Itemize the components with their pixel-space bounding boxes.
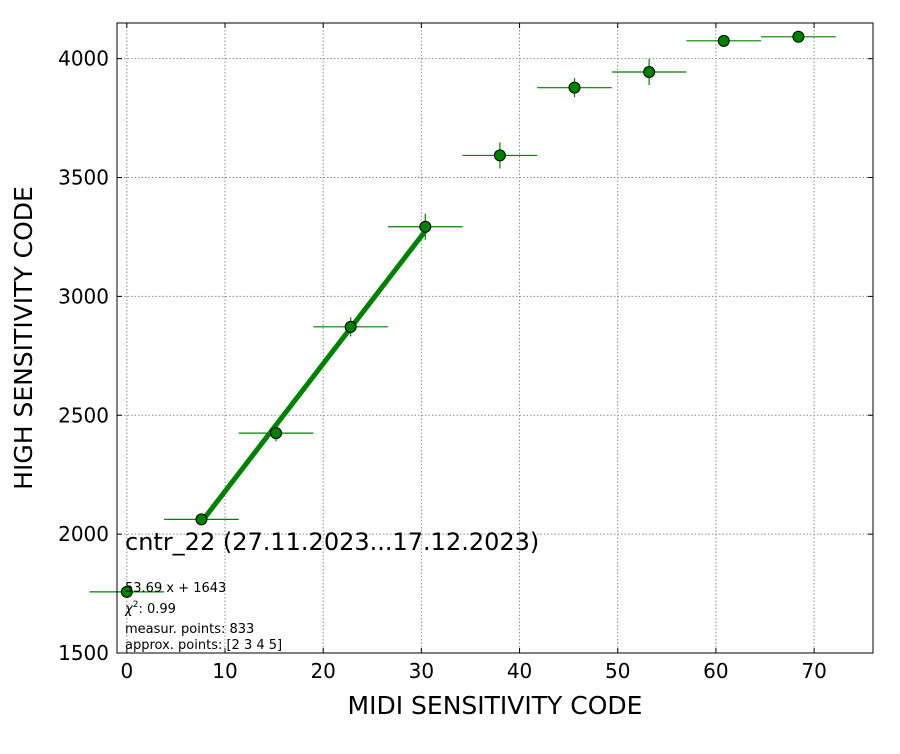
x-axis-label: MIDI SENSITIVITY CODE [348, 691, 643, 720]
data-point-group [761, 30, 836, 43]
data-point-group [686, 34, 762, 47]
data-point [344, 320, 357, 333]
y-tick-label: 2000 [58, 522, 109, 546]
data-point [419, 220, 432, 233]
data-point-group [462, 142, 538, 169]
y-axis-label: HIGH SENSITIVITY CODE [9, 186, 38, 490]
data-point-group [89, 585, 165, 598]
x-tick-label: 40 [507, 659, 532, 683]
x-tick-label: 30 [409, 659, 434, 683]
x-tick-label: 0 [120, 659, 133, 683]
fit-line-group [199, 229, 428, 524]
data-point-group [313, 317, 388, 337]
y-tick-label: 4000 [58, 47, 109, 71]
annotation-chi2-value: : 0.99 [138, 602, 175, 617]
data-point [568, 81, 581, 94]
y-tick-label: 2500 [58, 403, 109, 427]
data-point [195, 513, 208, 526]
x-tick-label: 70 [801, 659, 826, 683]
x-tick-label: 50 [605, 659, 630, 683]
data-point-group [387, 213, 463, 240]
data-point-group [164, 513, 239, 526]
data-point [493, 149, 506, 162]
plot-frame [116, 22, 874, 654]
ticks: 0 10 20 30 40 50 60 70 1500 2000 2500 3000 3500 4000 [58, 23, 873, 683]
data-point-group [611, 58, 687, 86]
annotation-main: cntr_22 (27.11.2023...17.12.2023) [125, 528, 539, 556]
x-tick-label: 60 [703, 659, 728, 683]
x-tick-label: 20 [310, 659, 335, 683]
data-point [120, 585, 133, 598]
annotation-approx: approx. points: [2 3 4 5] [125, 638, 282, 653]
annotation-chi2: χ2: 0.99 [124, 600, 176, 617]
data-point-group [238, 424, 314, 442]
data-point [270, 427, 283, 440]
data-point [792, 30, 805, 43]
annotation-equation: 53.69 x + 1643 [125, 581, 226, 596]
fit-line [199, 229, 428, 524]
data-point [643, 65, 656, 78]
data-points [89, 30, 836, 598]
data-point-group [537, 78, 612, 98]
y-tick-label: 3500 [58, 166, 109, 190]
data-point [717, 34, 730, 47]
annotation-measur: measur. points: 833 [125, 622, 254, 637]
y-tick-label: 3000 [58, 284, 109, 308]
x-tick-label: 10 [212, 659, 237, 683]
y-tick-label: 1500 [58, 641, 109, 665]
